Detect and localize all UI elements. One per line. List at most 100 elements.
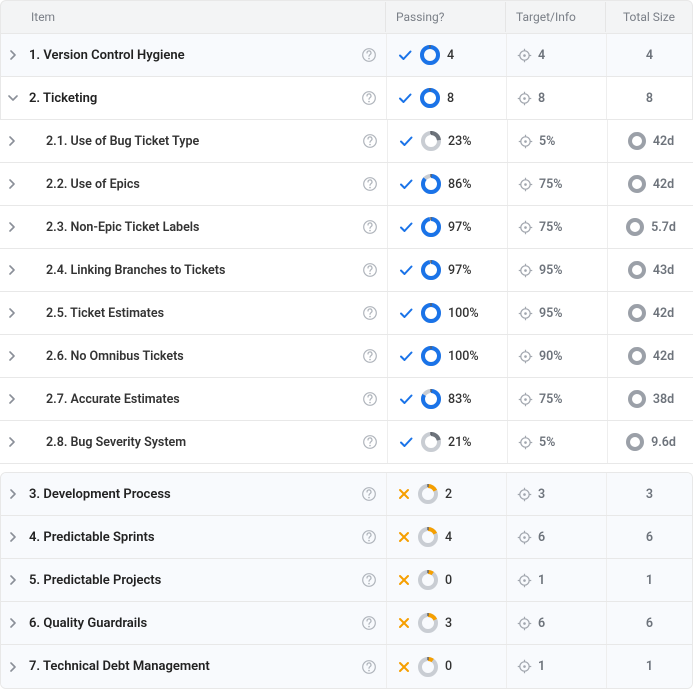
- passing-cell: 100%: [387, 335, 507, 377]
- total-value: 42d: [653, 349, 674, 364]
- total-value: 9.6d: [651, 435, 676, 450]
- check-icon: [397, 90, 413, 106]
- passing-cell: 97%: [387, 249, 507, 291]
- help-icon[interactable]: [352, 90, 386, 106]
- expand-caret[interactable]: [1, 516, 25, 558]
- expand-caret[interactable]: [1, 77, 25, 119]
- item-label: 2.3. Non-Epic Ticket Labels: [24, 220, 353, 235]
- help-icon[interactable]: [352, 486, 386, 502]
- ring-icon: [627, 389, 647, 409]
- target-value: 1: [538, 659, 545, 674]
- total-cell: 6: [606, 516, 692, 558]
- table-header: Item Passing? Target/Info Total Size: [0, 0, 693, 34]
- help-icon[interactable]: [352, 659, 386, 675]
- passing-cell: 83%: [387, 378, 507, 420]
- expand-caret[interactable]: [0, 378, 24, 420]
- total-cell: 3: [606, 473, 692, 515]
- total-value: 4: [646, 48, 653, 63]
- target-cell: 5%: [507, 421, 607, 463]
- sub-row[interactable]: 2.5. Ticket Estimates 100%95%42d: [0, 292, 693, 335]
- ring-icon: [625, 432, 645, 452]
- expand-caret[interactable]: [0, 292, 24, 334]
- target-value: 3: [538, 487, 545, 502]
- sub-row[interactable]: 2.1. Use of Bug Ticket Type 23%5%42d: [0, 120, 693, 163]
- target-value: 6: [538, 616, 545, 631]
- sub-row[interactable]: 2.3. Non-Epic Ticket Labels 97%75%5.7d: [0, 206, 693, 249]
- help-icon[interactable]: [353, 176, 387, 192]
- target-icon: [518, 263, 533, 278]
- help-icon[interactable]: [353, 219, 387, 235]
- sub-row[interactable]: 2.6. No Omnibus Tickets 100% 90% 42d: [0, 335, 693, 378]
- help-icon[interactable]: [353, 391, 387, 407]
- passing-cell: 3: [386, 602, 506, 644]
- expand-caret[interactable]: [0, 163, 24, 205]
- target-cell: 75%: [507, 163, 607, 205]
- total-value: 6: [646, 616, 653, 631]
- item-label: 2.1. Use of Bug Ticket Type: [24, 134, 353, 149]
- expand-caret[interactable]: [0, 249, 24, 291]
- section-row[interactable]: 6. Quality Guardrails 366: [1, 602, 692, 645]
- check-icon: [398, 391, 414, 407]
- section-row[interactable]: 2. Ticketing 888: [0, 77, 693, 120]
- total-cell: 9.6d: [607, 421, 693, 463]
- sub-row[interactable]: 2.4. Linking Branches to Tickets 97%95%4…: [0, 249, 693, 292]
- cross-icon: [397, 616, 411, 630]
- expand-caret[interactable]: [0, 206, 24, 248]
- expand-caret[interactable]: [0, 335, 24, 377]
- sub-row[interactable]: 2.7. Accurate Estimates 83%75%38d: [0, 378, 693, 421]
- target-value: 90%: [539, 349, 563, 364]
- expand-caret[interactable]: [1, 645, 25, 688]
- sub-row[interactable]: 2.2. Use of Epics 86%75%42d: [0, 163, 693, 206]
- target-cell: 6: [506, 602, 606, 644]
- section-row[interactable]: 4. Predictable Sprints 466: [1, 516, 692, 559]
- target-icon: [518, 392, 533, 407]
- target-cell: 90%: [507, 335, 607, 377]
- expand-caret[interactable]: [0, 421, 24, 463]
- item-label: 2.6. No Omnibus Tickets: [24, 349, 353, 364]
- help-icon[interactable]: [353, 348, 387, 364]
- help-icon[interactable]: [353, 133, 387, 149]
- passing-cell: 4: [386, 516, 506, 558]
- expand-caret[interactable]: [1, 34, 25, 76]
- expand-caret[interactable]: [0, 120, 24, 162]
- help-icon[interactable]: [353, 434, 387, 450]
- help-icon[interactable]: [353, 305, 387, 321]
- target-cell: 1: [506, 645, 606, 688]
- ring-icon: [627, 260, 647, 280]
- expand-caret[interactable]: [1, 473, 25, 515]
- help-icon[interactable]: [352, 47, 386, 63]
- section-row[interactable]: 1. Version Control Hygiene 444: [0, 34, 693, 77]
- total-value: 3: [646, 487, 653, 502]
- target-value: 1: [538, 573, 545, 588]
- help-icon[interactable]: [353, 262, 387, 278]
- target-icon: [518, 177, 533, 192]
- sub-row[interactable]: 2.8. Bug Severity System 21%5%9.6d: [0, 421, 693, 464]
- total-value: 5.7d: [651, 220, 676, 235]
- item-label: 2.2. Use of Epics: [24, 177, 353, 192]
- section-row[interactable]: 7. Technical Debt Management 011: [1, 645, 692, 688]
- check-icon: [398, 434, 414, 450]
- target-icon: [517, 573, 532, 588]
- ring-icon: [625, 217, 645, 237]
- target-value: 95%: [539, 263, 563, 278]
- section-row[interactable]: 5. Predictable Projects 011: [1, 559, 692, 602]
- total-value: 1: [646, 573, 653, 588]
- progress-donut: [420, 388, 442, 410]
- expand-caret[interactable]: [1, 602, 25, 644]
- passing-value: 4: [445, 530, 477, 545]
- item-label: 2.4. Linking Branches to Tickets: [24, 263, 353, 278]
- total-cell: 5.7d: [607, 206, 693, 248]
- progress-donut: [419, 87, 441, 109]
- expand-caret[interactable]: [1, 559, 25, 601]
- help-icon[interactable]: [352, 615, 386, 631]
- passing-value: 2: [445, 487, 477, 502]
- check-icon: [398, 348, 414, 364]
- help-icon[interactable]: [352, 572, 386, 588]
- total-value: 42d: [653, 177, 674, 192]
- section-row[interactable]: 3. Development Process 233: [1, 473, 692, 516]
- help-icon[interactable]: [352, 529, 386, 545]
- target-value: 75%: [539, 392, 563, 407]
- item-label: 7. Technical Debt Management: [25, 659, 352, 674]
- total-value: 6: [646, 530, 653, 545]
- passing-value: 23%: [448, 134, 480, 149]
